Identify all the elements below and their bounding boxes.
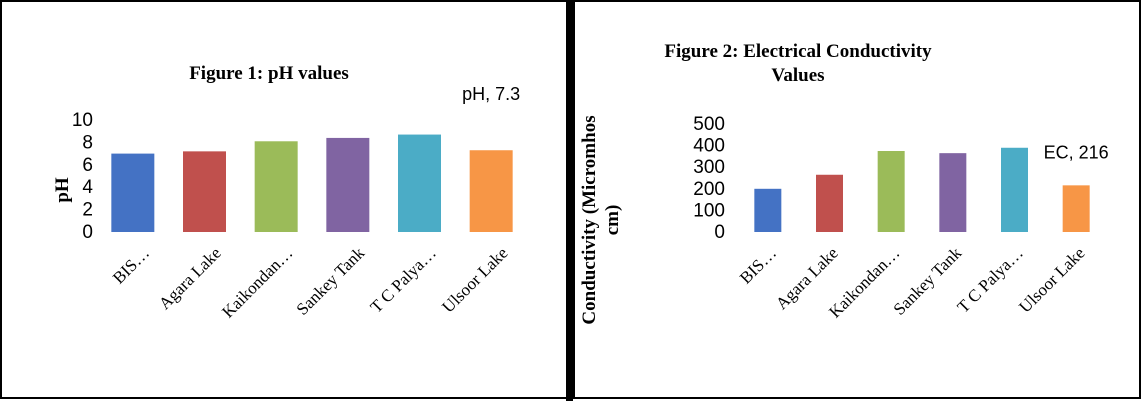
data-label: pH, 7.3 xyxy=(462,84,520,104)
chart-title-line-1: Figure 2: Electrical Conductivity xyxy=(664,41,932,62)
x-tick-label: Agara Lake xyxy=(155,243,225,313)
y-tick-label: 500 xyxy=(693,114,725,135)
x-tick-label: Kaikondan… xyxy=(218,243,296,321)
bar xyxy=(939,153,967,232)
chart-panel-ec: Figure 2: Electrical Conductivity Values… xyxy=(573,0,1141,399)
panel-divider xyxy=(566,0,573,401)
bar xyxy=(1062,185,1090,232)
y-tick-label: 400 xyxy=(693,136,725,157)
x-tick-label: T C Palya… xyxy=(367,243,440,316)
data-label: EC, 216 xyxy=(1044,142,1109,162)
bar xyxy=(326,137,370,232)
x-tick-label: T C Palya… xyxy=(954,243,1027,316)
y-tick-label: 6 xyxy=(82,155,93,176)
bar xyxy=(398,134,441,232)
y-axis-label: pH xyxy=(52,177,73,203)
chart-title-line-2: Values xyxy=(771,65,824,86)
bar xyxy=(754,188,782,232)
bar xyxy=(469,150,513,232)
y-tick-label: 100 xyxy=(693,200,725,221)
chart-title: Figure 1: pH values xyxy=(189,63,349,84)
x-tick-label: Ulsoor Lake xyxy=(1015,243,1088,316)
y-tick-label: 200 xyxy=(693,179,725,200)
bar xyxy=(254,141,298,232)
y-axis-label-line-1: Conductivity (Micromhos xyxy=(579,115,600,324)
ec-chart: Figure 2: Electrical Conductivity Values… xyxy=(579,41,1109,325)
x-tick-label: BIS… xyxy=(736,243,780,287)
y-tick-label: 4 xyxy=(82,177,93,198)
bar xyxy=(111,153,155,232)
bar xyxy=(1001,147,1028,232)
y-tick-label: 0 xyxy=(714,222,725,243)
x-tick-label: BIS… xyxy=(109,243,153,287)
x-tick-label: Sankey Tank xyxy=(293,243,369,319)
bar xyxy=(183,151,226,232)
y-tick-label: 0 xyxy=(82,222,93,243)
y-tick-label: 10 xyxy=(72,110,93,131)
bar xyxy=(877,151,905,232)
y-axis-label-line-2: cm) xyxy=(602,205,623,236)
chart-panel-ph: Figure 1: pH values pH 0 2 4 6 8 10 BIS… Agara … xyxy=(0,0,568,399)
y-tick-label: 300 xyxy=(693,157,725,178)
x-tick-label: Ulsoor Lake xyxy=(438,243,511,316)
bar xyxy=(816,174,843,232)
y-tick-label: 8 xyxy=(82,132,93,153)
y-tick-label: 2 xyxy=(82,200,93,221)
